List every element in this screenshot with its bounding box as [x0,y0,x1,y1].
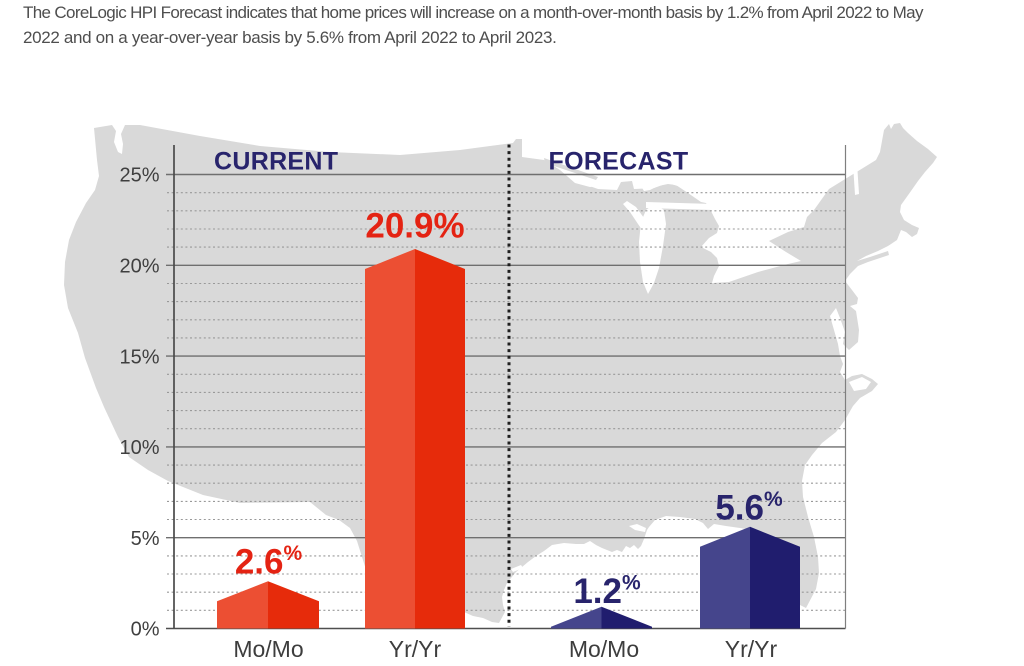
svg-text:Mo/Mo: Mo/Mo [233,636,303,662]
svg-text:25%: 25% [119,165,159,187]
svg-text:10%: 10% [119,437,159,459]
svg-text:5%: 5% [131,528,160,550]
svg-text:2.6%: 2.6% [235,542,303,582]
svg-text:CURRENT: CURRENT [214,148,338,176]
svg-text:20%: 20% [119,256,159,278]
svg-text:0%: 0% [131,619,160,641]
svg-text:1.2%: 1.2% [573,571,641,611]
svg-text:15%: 15% [119,346,159,368]
svg-text:Yr/Yr: Yr/Yr [725,636,778,662]
svg-text:Yr/Yr: Yr/Yr [389,636,442,662]
svg-text:20.9%: 20.9% [365,207,464,246]
svg-text:Mo/Mo: Mo/Mo [569,636,639,662]
svg-text:FORECAST: FORECAST [549,148,689,176]
